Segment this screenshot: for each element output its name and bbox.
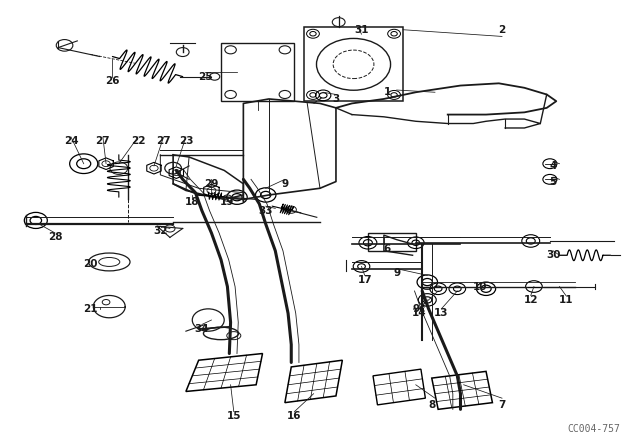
Text: 12: 12 [524, 295, 538, 305]
Text: 11: 11 [559, 295, 573, 305]
Bar [304, 27, 403, 101]
Text: 6: 6 [383, 244, 390, 254]
Text: 2: 2 [499, 25, 506, 35]
Text: 4: 4 [549, 161, 557, 171]
Text: 3: 3 [332, 94, 340, 104]
Text: 18: 18 [185, 197, 200, 207]
Text: 33: 33 [259, 206, 273, 215]
Text: 29: 29 [204, 179, 219, 189]
Text: 34: 34 [195, 324, 209, 334]
Text: 5: 5 [550, 177, 557, 186]
Text: 14: 14 [412, 308, 426, 319]
Text: 16: 16 [287, 411, 301, 421]
Text: 26: 26 [105, 76, 120, 86]
Text: 8: 8 [428, 400, 435, 410]
Text: 31: 31 [355, 25, 369, 35]
Text: 22: 22 [131, 136, 145, 146]
Text: 10: 10 [472, 281, 487, 292]
Text: 7: 7 [499, 400, 506, 410]
Text: 17: 17 [357, 275, 372, 285]
Text: 21: 21 [83, 304, 97, 314]
Text: 27: 27 [95, 136, 110, 146]
Text: 30: 30 [546, 250, 561, 260]
Text: 19: 19 [220, 197, 235, 207]
Text: 9: 9 [393, 268, 400, 278]
Bar [221, 43, 294, 101]
Text: 25: 25 [198, 72, 212, 82]
Text: 13: 13 [434, 308, 449, 319]
Text: 23: 23 [179, 136, 193, 146]
Text: 32: 32 [153, 226, 168, 236]
Text: 15: 15 [227, 411, 241, 421]
Text: 9: 9 [282, 179, 289, 189]
Text: 20: 20 [83, 259, 97, 269]
Bar [368, 233, 416, 251]
Text: 9c: 9c [412, 304, 426, 314]
Text: CC004-757: CC004-757 [567, 424, 620, 434]
Text: 27: 27 [156, 136, 171, 146]
Text: 1: 1 [383, 87, 390, 97]
Text: 24: 24 [63, 136, 78, 146]
Text: 28: 28 [48, 233, 62, 242]
